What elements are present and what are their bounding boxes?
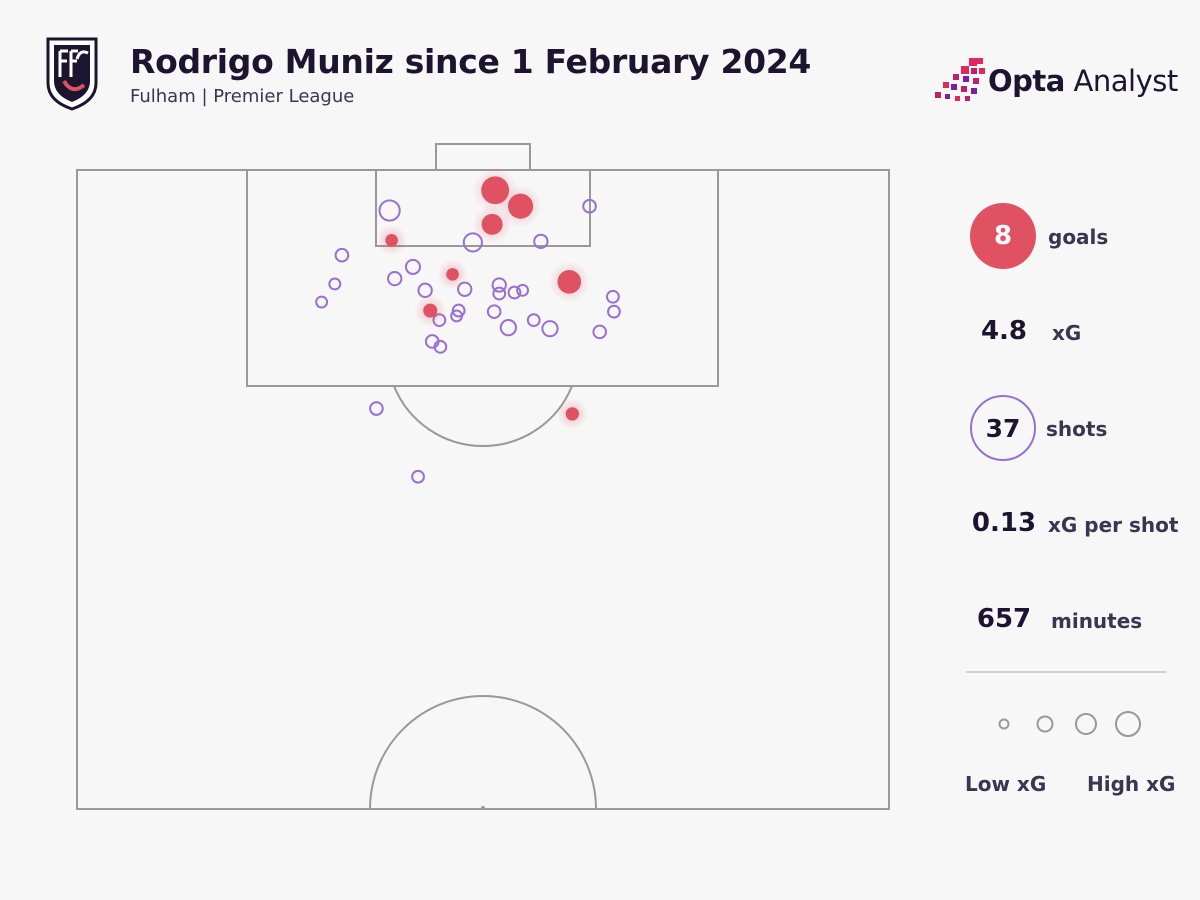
legend-circle-4	[1115, 711, 1141, 737]
goal-marker	[385, 233, 398, 247]
goal-marker	[481, 213, 503, 235]
xg-per-shot-value: 0.13	[971, 508, 1037, 538]
goal-marker	[446, 268, 459, 281]
legend-circle-1	[998, 718, 1010, 730]
xg-label: xG	[1052, 321, 1082, 345]
centre-circle	[369, 695, 597, 810]
shot-marker	[328, 277, 342, 291]
shot-marker	[492, 286, 507, 301]
goal-marker	[507, 193, 534, 219]
shot-marker	[592, 324, 608, 340]
shot-marker	[450, 309, 464, 323]
chart-subtitle: Fulham | Premier League	[130, 86, 355, 107]
shots-layer	[315, 167, 621, 484]
shot-marker	[607, 304, 621, 319]
goal-marker	[423, 303, 438, 318]
opta-analyst-logo-mark	[935, 58, 985, 101]
centre-spot	[481, 806, 485, 810]
shot-marker	[533, 233, 549, 250]
minutes-label: minutes	[1051, 609, 1143, 633]
pitch-outline	[76, 169, 890, 810]
shot-marker	[486, 304, 502, 319]
shot-marker	[541, 320, 559, 338]
shot-marker	[334, 247, 350, 263]
legend-low-xg: Low xG	[965, 772, 1047, 796]
shots-badge: 37	[970, 395, 1036, 461]
goals-badge: 8	[970, 203, 1036, 269]
xg-size-legend	[998, 711, 1141, 737]
fulham-crest-logo	[46, 37, 98, 111]
chart-title: Rodrigo Muniz since 1 February 2024	[130, 42, 812, 81]
shots-label: shots	[1046, 417, 1108, 441]
shot-marker	[491, 277, 507, 293]
shot-marker	[582, 198, 597, 214]
brand-name-light: Analyst	[1064, 64, 1179, 98]
shot-marker	[433, 339, 448, 354]
shot-marker	[499, 319, 517, 337]
shot-marker	[315, 295, 329, 309]
legend-circle-3	[1075, 713, 1097, 735]
shot-marker	[606, 289, 620, 304]
shot-marker	[451, 303, 466, 318]
shot-marker	[526, 313, 541, 328]
xg-value: 4.8	[980, 316, 1028, 346]
stats-divider	[966, 671, 1166, 673]
opta-analyst-wordmark: Opta Analyst	[988, 64, 1178, 98]
goal-marker	[557, 270, 582, 294]
brand-name-bold: Opta	[988, 64, 1065, 98]
shot-marker	[411, 469, 425, 484]
shot-marker	[387, 270, 403, 287]
shot-marker	[507, 285, 522, 300]
penalty-arc	[393, 385, 573, 448]
xg-per-shot-label: xG per shot	[1048, 513, 1179, 537]
goal	[435, 143, 531, 171]
shot-marker	[404, 258, 421, 275]
shot-marker	[462, 232, 483, 253]
goal-marker	[565, 407, 579, 421]
shot-marker	[516, 283, 530, 297]
goals-label: goals	[1048, 225, 1109, 249]
shot-marker	[378, 199, 401, 222]
legend-high-xg: High xG	[1087, 772, 1176, 796]
shot-marker	[369, 401, 384, 416]
legend-circle-2	[1036, 715, 1054, 733]
minutes-value: 657	[976, 604, 1032, 634]
